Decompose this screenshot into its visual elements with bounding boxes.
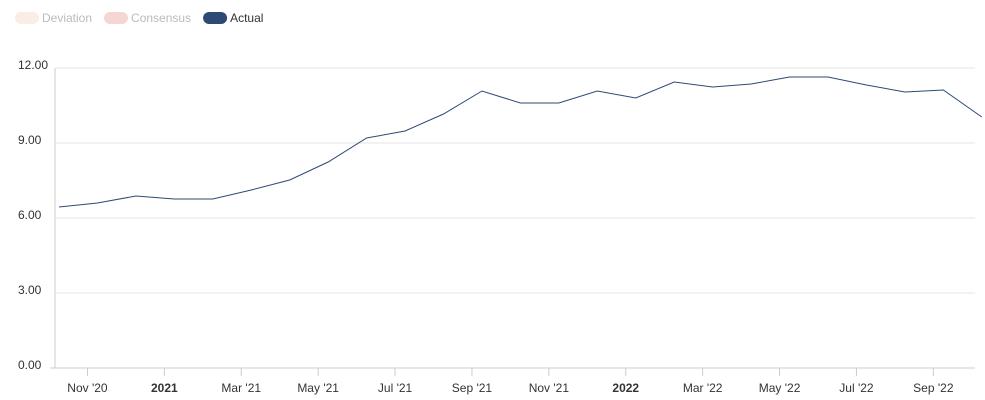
x-tick-label: 2022 xyxy=(612,381,639,395)
legend-swatch[interactable] xyxy=(203,12,228,24)
x-tick-label: Nov '21 xyxy=(529,381,570,395)
legend-swatch[interactable] xyxy=(104,12,129,24)
x-tick-label: Sep '22 xyxy=(913,381,954,395)
series-line xyxy=(58,76,983,208)
legend-swatch[interactable] xyxy=(15,12,39,24)
y-tick-label: 12.00 xyxy=(18,58,48,72)
x-tick-label: Mar '22 xyxy=(683,381,723,395)
x-tick-label: May '21 xyxy=(297,381,339,395)
y-tick-label: 6.00 xyxy=(18,208,42,222)
x-tick-label: Jul '22 xyxy=(839,381,874,395)
x-tick-label: Sep '21 xyxy=(452,381,493,395)
y-tick-label: 3.00 xyxy=(18,283,42,297)
x-tick-label: Jul '21 xyxy=(378,381,413,395)
y-tick-label: 0.00 xyxy=(18,358,42,372)
y-tick-label: 9.00 xyxy=(18,133,42,147)
x-tick-label: Nov '20 xyxy=(67,381,108,395)
x-tick-label: 2021 xyxy=(151,381,178,395)
legend-label[interactable]: Actual xyxy=(230,11,263,25)
legend-label[interactable]: Deviation xyxy=(42,11,92,25)
x-tick-label: Mar '21 xyxy=(221,381,261,395)
legend-label[interactable]: Consensus xyxy=(131,11,191,25)
x-tick-label: May '22 xyxy=(759,381,801,395)
